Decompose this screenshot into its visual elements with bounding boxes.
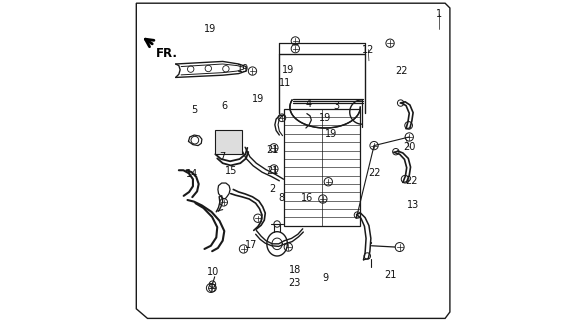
Text: 19: 19 (204, 24, 216, 35)
Text: 10: 10 (207, 267, 219, 277)
Text: 13: 13 (407, 200, 419, 210)
Text: 19: 19 (325, 129, 338, 140)
Text: 3: 3 (333, 100, 339, 111)
Text: 15: 15 (224, 166, 237, 176)
Text: 2: 2 (269, 184, 275, 194)
Text: 12: 12 (362, 44, 374, 55)
Text: 22: 22 (396, 66, 408, 76)
Text: 7: 7 (220, 152, 226, 162)
Text: 5: 5 (191, 105, 197, 116)
Text: 6: 6 (221, 100, 227, 111)
Bar (283, 109, 360, 226)
Text: 21: 21 (385, 269, 397, 280)
Text: 14: 14 (185, 169, 198, 180)
Text: 1: 1 (436, 9, 442, 20)
Bar (215, 130, 241, 154)
Text: 21: 21 (266, 145, 279, 155)
Polygon shape (136, 3, 450, 318)
Text: 19: 19 (237, 64, 250, 74)
Text: 4: 4 (306, 99, 312, 109)
Text: 19: 19 (252, 94, 264, 104)
Text: 16: 16 (301, 193, 313, 203)
Text: 17: 17 (245, 240, 258, 250)
Text: 9: 9 (322, 273, 328, 284)
Text: 19: 19 (282, 65, 294, 75)
Text: FR.: FR. (156, 47, 177, 60)
Text: 22: 22 (405, 176, 418, 186)
Text: 23: 23 (289, 278, 301, 288)
Text: 18: 18 (289, 265, 301, 276)
Text: 22: 22 (368, 168, 381, 178)
Text: 8: 8 (278, 193, 285, 204)
Text: 20: 20 (403, 142, 416, 152)
Text: 21: 21 (266, 166, 279, 176)
Text: 19: 19 (319, 113, 331, 124)
Text: 11: 11 (279, 78, 292, 88)
